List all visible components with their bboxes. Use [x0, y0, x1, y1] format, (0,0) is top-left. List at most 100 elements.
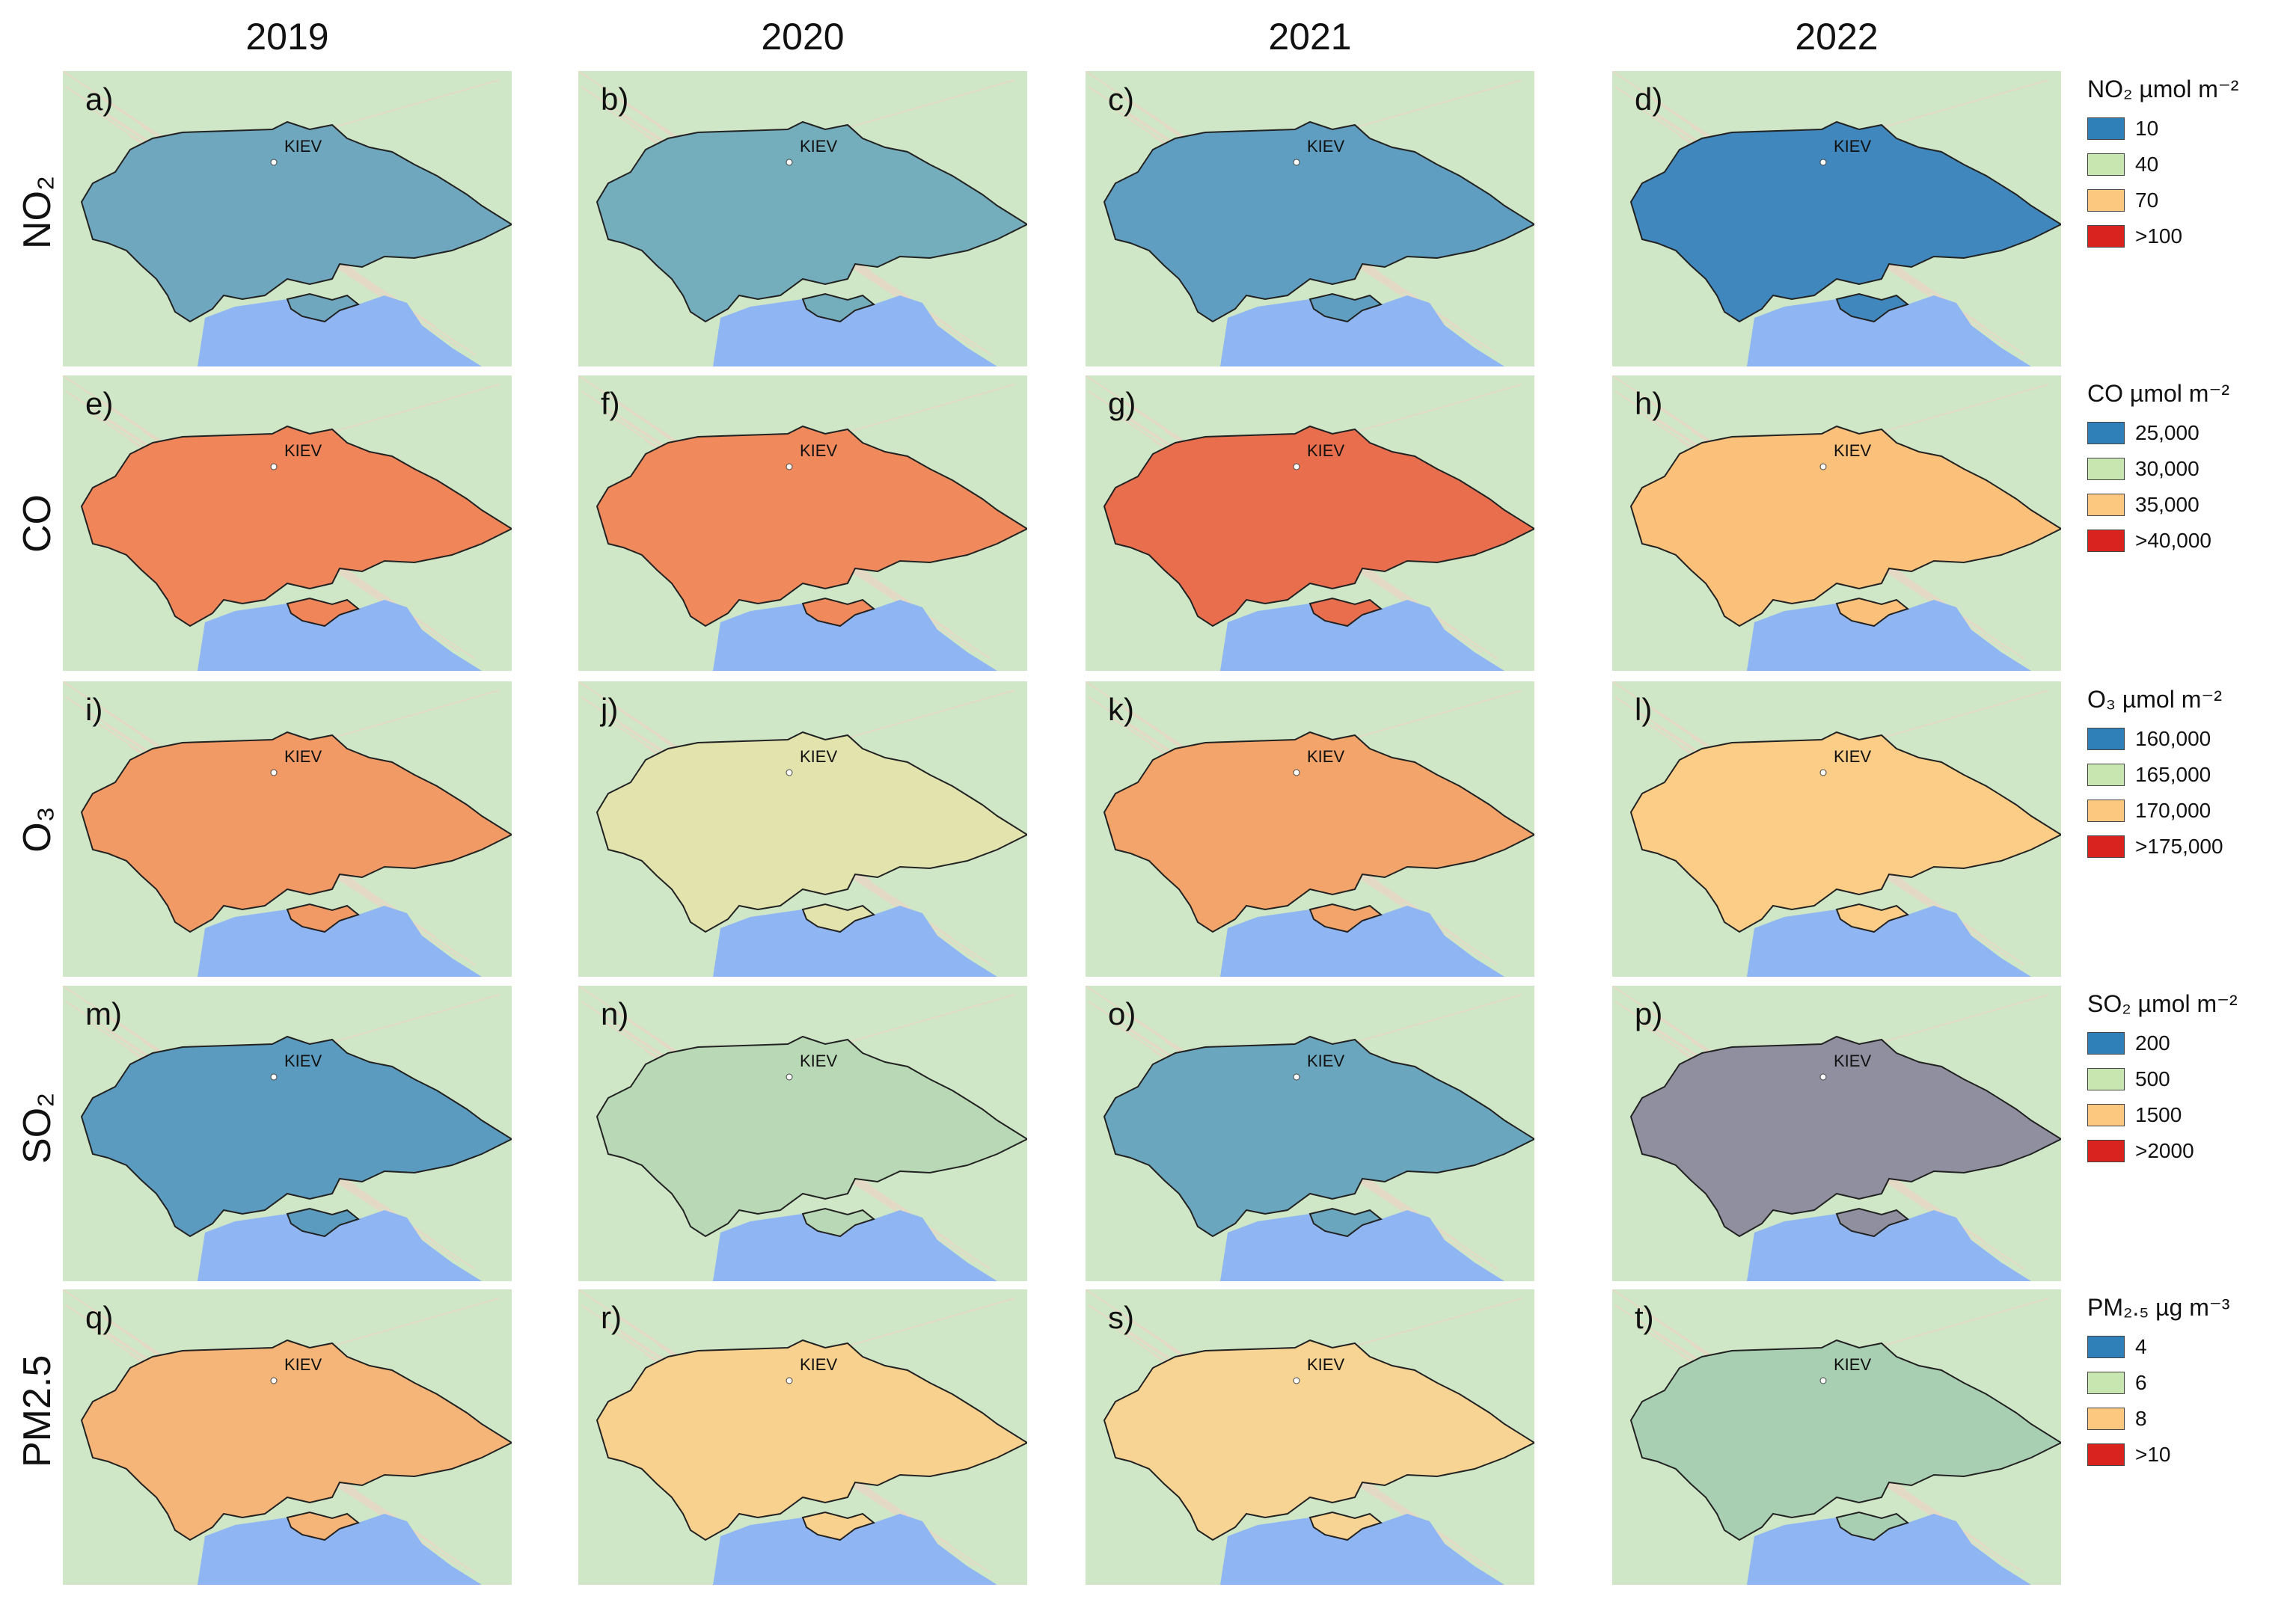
- legend-item: 40: [2087, 147, 2289, 182]
- black-sea: [198, 1514, 482, 1585]
- basemap: [578, 71, 1027, 366]
- black-sea: [1747, 600, 2031, 671]
- legend-label: 200: [2135, 1031, 2170, 1055]
- country-shape: [1103, 425, 1534, 627]
- crimea-shape: [1308, 1511, 1383, 1541]
- country-shape: [80, 1035, 512, 1238]
- panel-label: n): [601, 996, 629, 1031]
- black-sea: [713, 295, 997, 366]
- city-label: KIEV: [800, 441, 838, 460]
- crimea-shape: [801, 903, 876, 933]
- legend-label: 40: [2135, 153, 2159, 176]
- crimea-shape: [1308, 292, 1383, 323]
- country-shape: [1103, 731, 1534, 933]
- map-panel-g: g) KIEV: [1086, 375, 1534, 671]
- city-marker: [1819, 1073, 1827, 1081]
- year-header-2019: 2019: [245, 16, 329, 58]
- city-label: KIEV: [1834, 1355, 1872, 1374]
- basemap: [63, 375, 512, 671]
- city-label: KIEV: [284, 1052, 322, 1070]
- black-sea: [1220, 1514, 1504, 1585]
- crimea-shape: [801, 292, 876, 323]
- black-sea: [1220, 600, 1504, 671]
- crimea-shape: [1835, 292, 1910, 323]
- basemap: [578, 375, 1027, 671]
- crimea-shape: [1835, 1207, 1910, 1238]
- city-marker: [786, 463, 793, 470]
- legend-item: 165,000: [2087, 757, 2289, 793]
- legend-item: >100: [2087, 218, 2289, 254]
- legend-swatch: [2087, 153, 2125, 176]
- city-marker: [1293, 1073, 1300, 1081]
- map-panel-l: l) KIEV: [1612, 681, 2061, 977]
- city-label: KIEV: [1307, 441, 1345, 460]
- legend-title: O₃ µmol m⁻²: [2087, 686, 2222, 713]
- city-marker: [1819, 463, 1827, 470]
- map-panel-n: n) KIEV: [578, 986, 1027, 1281]
- basemap: [1612, 1289, 2061, 1585]
- panel-label: f): [601, 386, 620, 421]
- city-label: KIEV: [1834, 1052, 1872, 1070]
- legend: CO µmol m⁻² 25,000 30,000 35,000 >40,000: [2087, 379, 2289, 559]
- basemap: [63, 71, 512, 366]
- basemap: [578, 681, 1027, 977]
- black-sea: [713, 1514, 997, 1585]
- legend-label: 30,000: [2135, 457, 2199, 480]
- black-sea: [198, 906, 482, 977]
- panel-label: g): [1108, 386, 1136, 421]
- crimea-shape: [801, 597, 876, 627]
- legend-item: >175,000: [2087, 829, 2289, 865]
- crimea-shape: [801, 1207, 876, 1238]
- legend-swatch: [2087, 1443, 2125, 1466]
- country-shape: [80, 731, 512, 933]
- country-shape: [80, 1339, 512, 1541]
- crimea-shape: [1308, 903, 1383, 933]
- city-marker: [786, 159, 793, 166]
- row-label: PM2.5: [16, 1354, 59, 1467]
- city-label: KIEV: [1307, 1052, 1345, 1070]
- city-marker: [786, 1377, 793, 1384]
- black-sea: [198, 1210, 482, 1281]
- city-marker: [1293, 769, 1300, 776]
- country-shape: [596, 120, 1027, 323]
- legend-swatch: [2087, 458, 2125, 480]
- country-shape: [596, 731, 1027, 933]
- legend-swatch: [2087, 117, 2125, 140]
- legend-item: 30,000: [2087, 451, 2289, 487]
- city-label: KIEV: [1307, 1355, 1345, 1374]
- panel-label: s): [1108, 1300, 1134, 1335]
- legend-title: SO₂ µmol m⁻²: [2087, 990, 2238, 1017]
- row-label: O₃: [16, 806, 59, 853]
- panel-label: r): [601, 1300, 622, 1335]
- legend-title: CO µmol m⁻²: [2087, 380, 2229, 407]
- legend-label: 6: [2135, 1371, 2147, 1394]
- city-label: KIEV: [1834, 441, 1872, 460]
- crimea-shape: [1835, 1511, 1910, 1541]
- city-label: KIEV: [284, 441, 322, 460]
- legend-item: 200: [2087, 1025, 2289, 1061]
- panel-label: i): [85, 692, 103, 727]
- legend-swatch: [2087, 1336, 2125, 1358]
- legend-swatch: [2087, 1104, 2125, 1126]
- legend-item: 10: [2087, 111, 2289, 147]
- city-label: KIEV: [1307, 747, 1345, 766]
- panel-label: p): [1635, 996, 1663, 1031]
- legend-item: 1500: [2087, 1097, 2289, 1133]
- legend-label: >2000: [2135, 1139, 2194, 1162]
- map-panel-q: q) KIEV: [63, 1289, 512, 1585]
- crimea-shape: [1308, 597, 1383, 627]
- map-panel-h: h) KIEV: [1612, 375, 2061, 671]
- legend-swatch: [2087, 1372, 2125, 1394]
- map-panel-j: j) KIEV: [578, 681, 1027, 977]
- country-shape: [1103, 1035, 1534, 1238]
- basemap: [1086, 71, 1534, 366]
- panel-label: l): [1635, 692, 1653, 727]
- basemap: [1612, 71, 2061, 366]
- city-marker: [270, 1073, 278, 1081]
- map-panel-s: s) KIEV: [1086, 1289, 1534, 1585]
- legend: O₃ µmol m⁻² 160,000 165,000 170,000 >175,000: [2087, 685, 2289, 865]
- city-label: KIEV: [284, 747, 322, 766]
- legend-label: 500: [2135, 1067, 2170, 1090]
- legend-title: NO₂ µmol m⁻²: [2087, 76, 2239, 102]
